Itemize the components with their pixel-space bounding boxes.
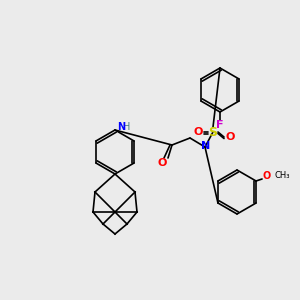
Text: O: O [263, 171, 271, 181]
Text: S: S [208, 125, 217, 139]
Text: N: N [201, 141, 211, 151]
Text: CH₃: CH₃ [274, 172, 289, 181]
Text: H: H [123, 122, 130, 132]
Text: O: O [157, 158, 167, 168]
Text: O: O [225, 132, 235, 142]
Text: F: F [216, 120, 224, 130]
Text: O: O [193, 127, 203, 137]
Text: N: N [117, 122, 125, 132]
